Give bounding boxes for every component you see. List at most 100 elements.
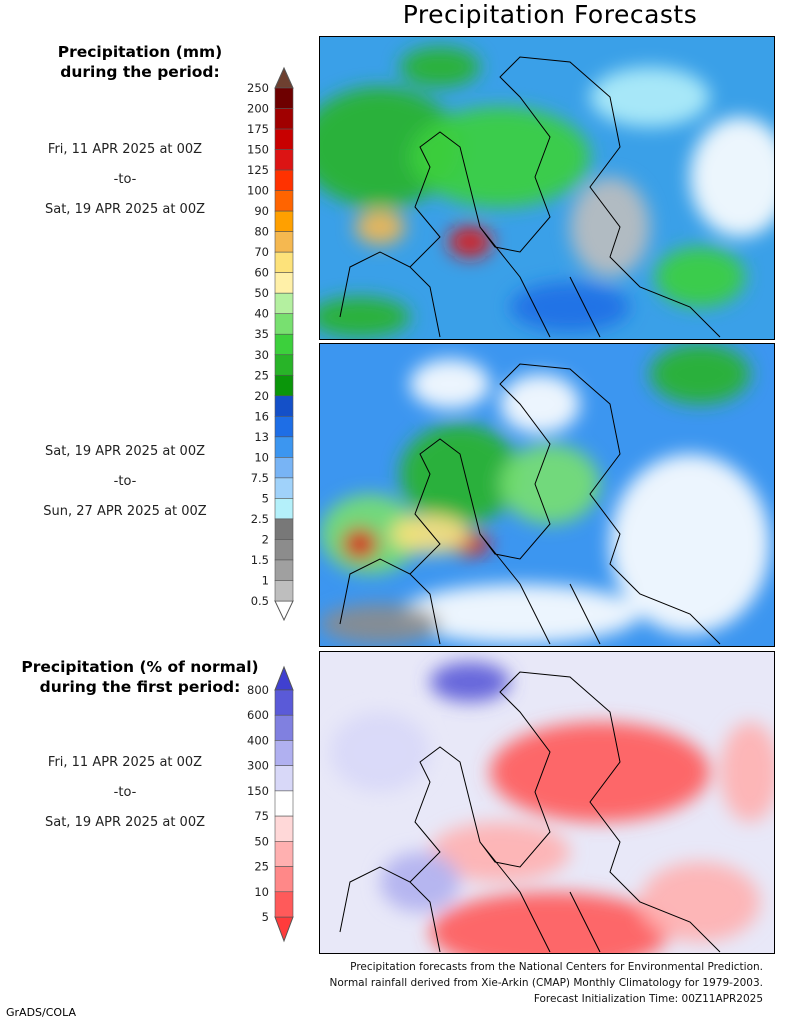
precip-region	[510, 282, 630, 332]
colorbar-mm-swatch	[274, 251, 294, 273]
colorbar-pct-swatch	[274, 714, 294, 741]
colorbar-mm-swatch	[274, 395, 294, 417]
map-precip-period1	[319, 36, 775, 340]
colorbar-pct-swatch	[274, 689, 294, 716]
footer-line-1: Precipitation forecasts from the Nationa…	[350, 961, 763, 973]
date-from: Sat, 19 APR 2025 at 00Z	[44, 444, 205, 459]
colorbar-pct-label: 50	[254, 834, 269, 848]
colorbar-mm-swatch	[274, 416, 294, 438]
precip-region	[410, 107, 590, 207]
map-precip-period2	[319, 343, 775, 647]
colorbar-mm-label: 175	[247, 122, 269, 136]
colorbar-mm-label: 25	[254, 368, 269, 382]
precip-region	[570, 177, 650, 277]
colorbar-mm-label: 5	[262, 491, 269, 505]
precip-region	[400, 584, 640, 644]
colorbar-pct-label: 300	[247, 759, 269, 773]
date-sep: -to-	[113, 172, 137, 187]
precip-region	[410, 359, 490, 409]
precip-region	[490, 722, 710, 822]
colorbar-mm-swatch	[274, 210, 294, 232]
colorbar-mm-label: 13	[254, 430, 269, 444]
colorbar-mm-swatch	[274, 374, 294, 397]
precip-region	[640, 862, 760, 942]
colorbar-mm-label: 70	[254, 245, 269, 259]
colorbar-mm-label: 100	[247, 184, 269, 198]
precip-region	[320, 604, 440, 644]
date-to: Sun, 27 APR 2025 at 00Z	[43, 504, 207, 519]
colorbar-mm-label: 30	[254, 348, 269, 362]
colorbar-mm-label: 35	[254, 327, 269, 341]
colorbar-mm-swatch	[274, 190, 294, 212]
footer-line-2: Normal rainfall derived from Xie-Arkin (…	[329, 977, 763, 989]
header-line: Precipitation (% of normal)	[21, 658, 259, 676]
colorbar-mm-label: 2	[262, 532, 269, 546]
coastline	[339, 56, 721, 338]
precip-region	[690, 117, 774, 237]
colorbar-mm-swatch	[274, 354, 294, 376]
colorbar-mm-label: 10	[254, 450, 269, 464]
colorbar-pct-swatch	[274, 891, 294, 918]
precip-region	[342, 528, 378, 560]
colorbar-mm-swatch	[274, 169, 294, 191]
date-to: Sat, 19 APR 2025 at 00Z	[44, 815, 205, 830]
precip-region	[430, 662, 510, 702]
colorbar-pct-swatch	[274, 790, 294, 817]
precip-region	[355, 209, 405, 245]
colorbar-pct-swatch	[274, 815, 294, 842]
colorbar-mm-label: 1.5	[251, 553, 269, 567]
colorbar-mm-swatch	[274, 313, 294, 335]
colorbar-mm-label: 200	[247, 102, 269, 116]
precip-region	[448, 226, 492, 258]
colorbar-mm-swatch	[274, 108, 294, 130]
header-line: Precipitation (mm)	[57, 43, 223, 61]
colorbar-mm-swatch	[274, 559, 294, 581]
colorbar-mm-label: 40	[254, 307, 269, 321]
colorbar-pct-swatch	[274, 740, 294, 766]
precip-region	[650, 344, 750, 404]
precip-region	[610, 454, 770, 634]
colorbar-mm-swatch	[274, 498, 294, 520]
colorbar-mm-label: 50	[254, 286, 269, 300]
panel1-dates: Fri, 11 APR 2025 at 00Z -to- Sat, 19 APR…	[10, 141, 240, 219]
colorbar-pct-label: 75	[254, 809, 269, 823]
date-from: Fri, 11 APR 2025 at 00Z	[47, 142, 203, 157]
colorbar-pct-label: 400	[247, 733, 269, 747]
colorbar-mm-swatch	[274, 231, 294, 253]
colorbar-mm-swatch	[274, 539, 294, 561]
colorbar-pct-swatch	[274, 841, 294, 867]
precip-region	[655, 247, 745, 307]
colorbar-pct-label: 10	[254, 885, 269, 899]
colorbar-pct-label: 150	[247, 784, 269, 798]
colorbar-mm-over-triangle	[274, 66, 294, 89]
colorbar-pct-label: 800	[247, 683, 269, 697]
header-line: during the period:	[60, 63, 220, 81]
colorbar-mm-label: 125	[247, 163, 269, 177]
colorbar-mm-label: 16	[254, 409, 269, 423]
colorbar-mm-swatch	[274, 436, 294, 458]
precip-region	[500, 374, 580, 434]
colorbar-pct-label: 25	[254, 860, 269, 874]
coastline	[339, 671, 721, 953]
precip-region	[430, 822, 570, 882]
footer-line-3: Forecast Initialization Time: 00Z11APR20…	[533, 993, 763, 1005]
colorbar-pct-swatch	[274, 866, 294, 893]
colorbar-mm-label: 7.5	[251, 471, 269, 485]
colorbar-mm-label: 250	[247, 81, 269, 95]
panel3-dates: Fri, 11 APR 2025 at 00Z -to- Sat, 19 APR…	[10, 754, 240, 832]
precip-region	[400, 47, 480, 87]
panel2-dates: Sat, 19 APR 2025 at 00Z -to- Sun, 27 APR…	[10, 443, 240, 521]
precip-region	[400, 424, 520, 524]
colorbar-mm-label: 0.5	[251, 594, 269, 608]
colorbar-mm-swatch	[274, 580, 294, 602]
colorbar-pct-label: 5	[262, 910, 269, 924]
precip-region	[390, 514, 470, 554]
panel1-header: Precipitation (mm) during the period:	[0, 42, 280, 82]
colorbar-mm-swatch	[274, 272, 294, 294]
precip-region	[590, 67, 710, 127]
colorbar-mm-under-triangle	[274, 600, 294, 622]
precip-region	[330, 712, 430, 792]
date-sep: -to-	[113, 474, 137, 489]
precip-region	[430, 892, 670, 953]
